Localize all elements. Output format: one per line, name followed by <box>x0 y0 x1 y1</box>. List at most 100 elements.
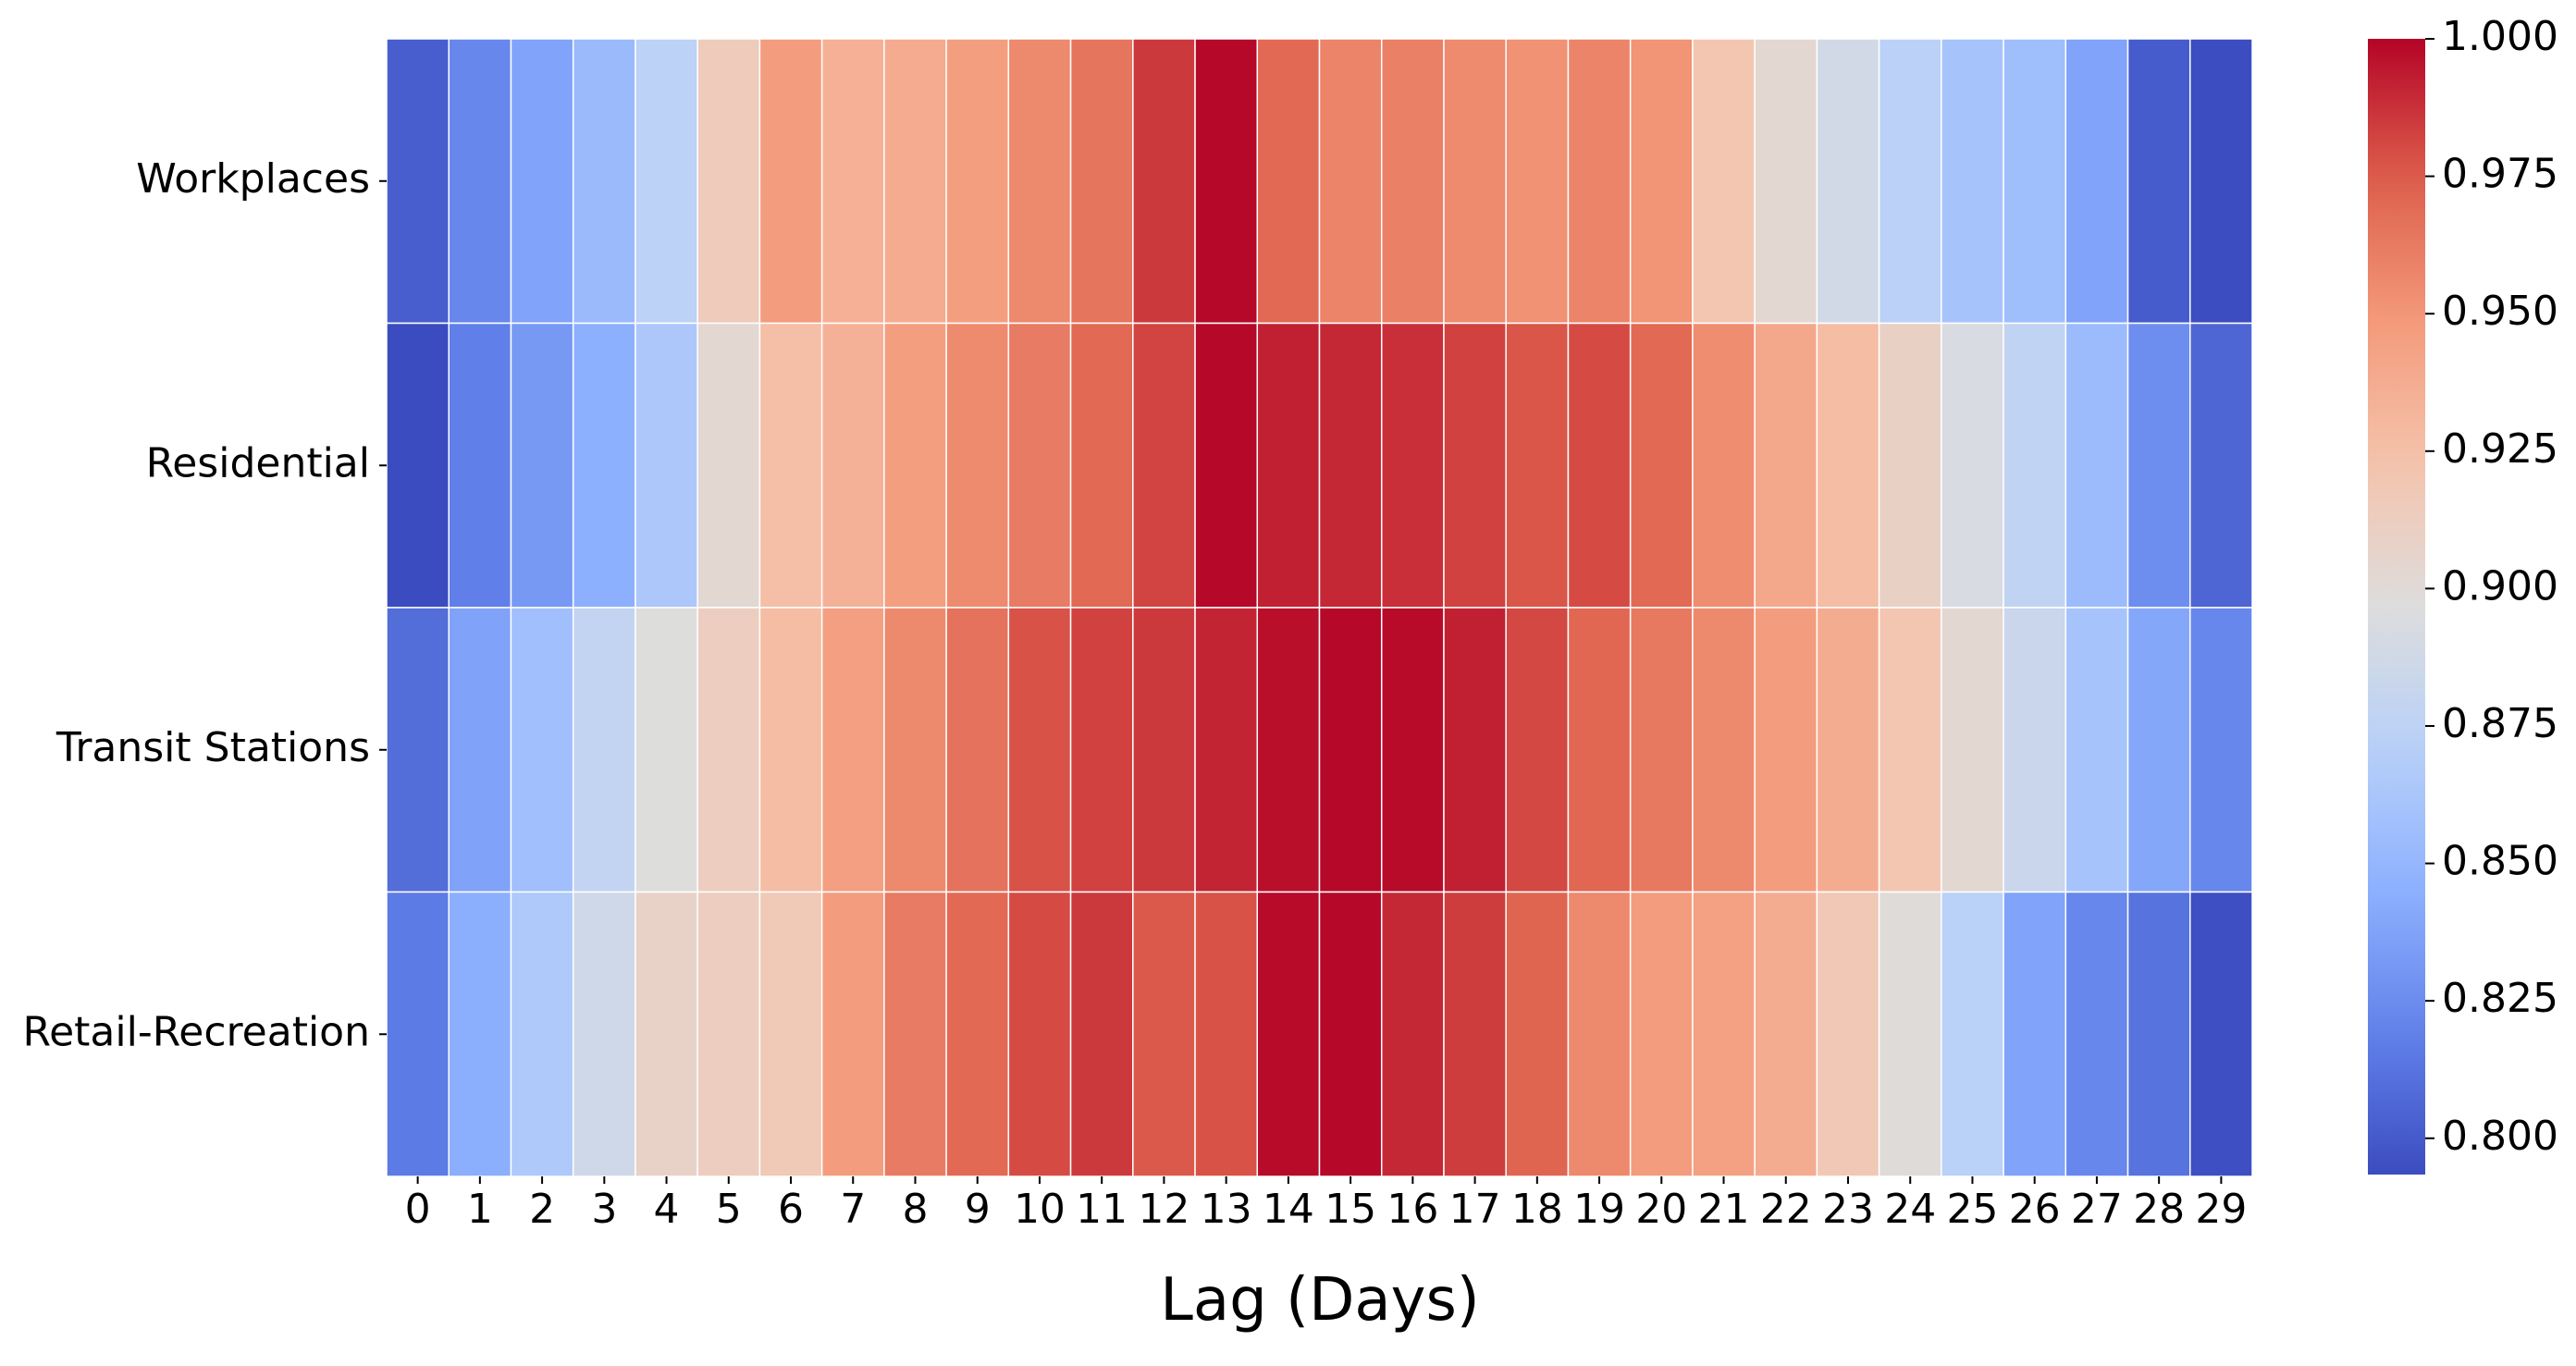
heatmap-cell <box>1878 607 1942 893</box>
colorbar-tick-label: 0.950 <box>2442 288 2558 335</box>
heatmap-cell <box>1941 322 2004 609</box>
heatmap-cell <box>1754 322 1818 609</box>
heatmap-cell <box>1816 322 1880 609</box>
heatmap-cell <box>1007 322 1072 609</box>
colorbar-tick-label: 0.875 <box>2442 700 2558 747</box>
colorbar-tick-label: 0.925 <box>2442 425 2558 473</box>
colorbar-tick-label: 0.850 <box>2442 838 2558 885</box>
x-tick-label: 14 <box>1263 1186 1314 1233</box>
heatmap-cell <box>1318 607 1383 893</box>
heatmap-cell <box>1256 607 1321 893</box>
y-tick-labels: Workplaces Residential Transit Stations Ret… <box>22 155 387 1055</box>
heatmap-cell <box>883 322 947 609</box>
heatmap-cell <box>1505 607 1570 893</box>
heatmap-cell <box>1007 38 1072 325</box>
heatmap-cell <box>1816 38 1880 325</box>
heatmap-cell <box>1629 322 1694 609</box>
x-tick-label: 20 <box>1635 1186 1687 1233</box>
heatmap-cell <box>1132 891 1196 1177</box>
heatmap-cell <box>820 38 885 325</box>
x-tick-label: 27 <box>2071 1186 2123 1233</box>
heatmap-cell <box>448 38 512 325</box>
heatmap-cell <box>945 891 1010 1177</box>
heatmap-cell <box>696 891 761 1177</box>
x-tick-label: 15 <box>1325 1186 1376 1233</box>
heatmap-cell <box>1941 38 2004 325</box>
heatmap-cell <box>510 38 574 325</box>
heatmap-cell <box>572 322 636 609</box>
heatmap-cell <box>758 322 823 609</box>
heatmap-cell <box>2126 607 2191 893</box>
x-tick-label: 28 <box>2133 1186 2185 1233</box>
heatmap-cell <box>2064 607 2129 893</box>
x-tick-label: 21 <box>1698 1186 1750 1233</box>
x-tick-label: 8 <box>902 1186 928 1233</box>
y-tick-label: Retail-Recreation <box>22 1008 370 1055</box>
x-tick-label: 19 <box>1573 1186 1625 1233</box>
heatmap-cell <box>1692 891 1756 1177</box>
heatmap-cell <box>945 322 1010 609</box>
heatmap-cell <box>572 891 636 1177</box>
heatmap-cell <box>2064 322 2129 609</box>
x-tick-label: 2 <box>529 1186 555 1233</box>
x-tick-label: 1 <box>467 1186 493 1233</box>
x-tick-label: 9 <box>965 1186 991 1233</box>
heatmap-cell <box>2003 607 2067 893</box>
colorbar-tick-label: 0.825 <box>2442 975 2558 1022</box>
heatmap-cell <box>696 38 761 325</box>
heatmap-cell <box>1194 322 1259 609</box>
heatmap-cell <box>758 38 823 325</box>
heatmap-cell <box>635 322 698 609</box>
heatmap-cell <box>1194 607 1259 893</box>
heatmap-cell <box>1754 891 1818 1177</box>
heatmap-cell <box>2126 322 2191 609</box>
x-tick-label: 6 <box>778 1186 804 1233</box>
heatmap-cell <box>1754 38 1818 325</box>
heatmap-cell <box>386 891 450 1177</box>
x-tick-label: 16 <box>1387 1186 1438 1233</box>
x-tick-label: 12 <box>1138 1186 1189 1233</box>
heatmap-cell <box>635 38 698 325</box>
heatmap-cell <box>1629 38 1694 325</box>
heatmap-cell <box>1692 38 1756 325</box>
heatmap-cell <box>1256 891 1321 1177</box>
heatmap-cell <box>945 38 1010 325</box>
heatmap-cell <box>1567 891 1632 1177</box>
heatmap-cell <box>448 891 512 1177</box>
heatmap-cell <box>1816 891 1880 1177</box>
heatmap-cell <box>1256 322 1321 609</box>
heatmap-cell <box>2189 891 2253 1177</box>
heatmap-cell <box>1132 38 1196 325</box>
heatmap-cell <box>758 607 823 893</box>
heatmap-cell <box>2003 891 2067 1177</box>
x-tick-label: 10 <box>1014 1186 1066 1233</box>
heatmap-cell <box>635 607 698 893</box>
x-tick-label: 26 <box>2009 1186 2061 1233</box>
heatmap-cell <box>758 891 823 1177</box>
y-tick-label: Residential <box>146 439 370 486</box>
heatmap-cell <box>2003 322 2067 609</box>
heatmap-cell <box>2126 891 2191 1177</box>
heatmap-cell <box>1878 38 1942 325</box>
heatmap-cell <box>1505 38 1570 325</box>
heatmap-cell <box>2189 38 2253 325</box>
heatmap-cell <box>1007 607 1072 893</box>
heatmap-cell <box>883 607 947 893</box>
x-tick-label: 23 <box>1822 1186 1874 1233</box>
x-tick-label: 7 <box>840 1186 866 1233</box>
heatmap-cell <box>1505 891 1570 1177</box>
colorbar-tick-label: 0.975 <box>2442 151 2558 198</box>
heatmap-cell <box>1692 322 1756 609</box>
x-tick-label: 29 <box>2195 1186 2247 1233</box>
heatmap-cell <box>386 322 450 609</box>
heatmap-cell <box>448 607 512 893</box>
heatmap-cell <box>883 891 947 1177</box>
heatmap-cell <box>1256 38 1321 325</box>
colorbar-ticks: 0.800 0.825 0.850 0.875 0.900 0.925 0.950 0.975… <box>2425 13 2558 1160</box>
heatmap-cell <box>1194 38 1259 325</box>
heatmap-cell <box>696 607 761 893</box>
heatmap-cell <box>1567 607 1632 893</box>
heatmap-cell <box>1318 322 1383 609</box>
heatmap-cell <box>1692 607 1756 893</box>
